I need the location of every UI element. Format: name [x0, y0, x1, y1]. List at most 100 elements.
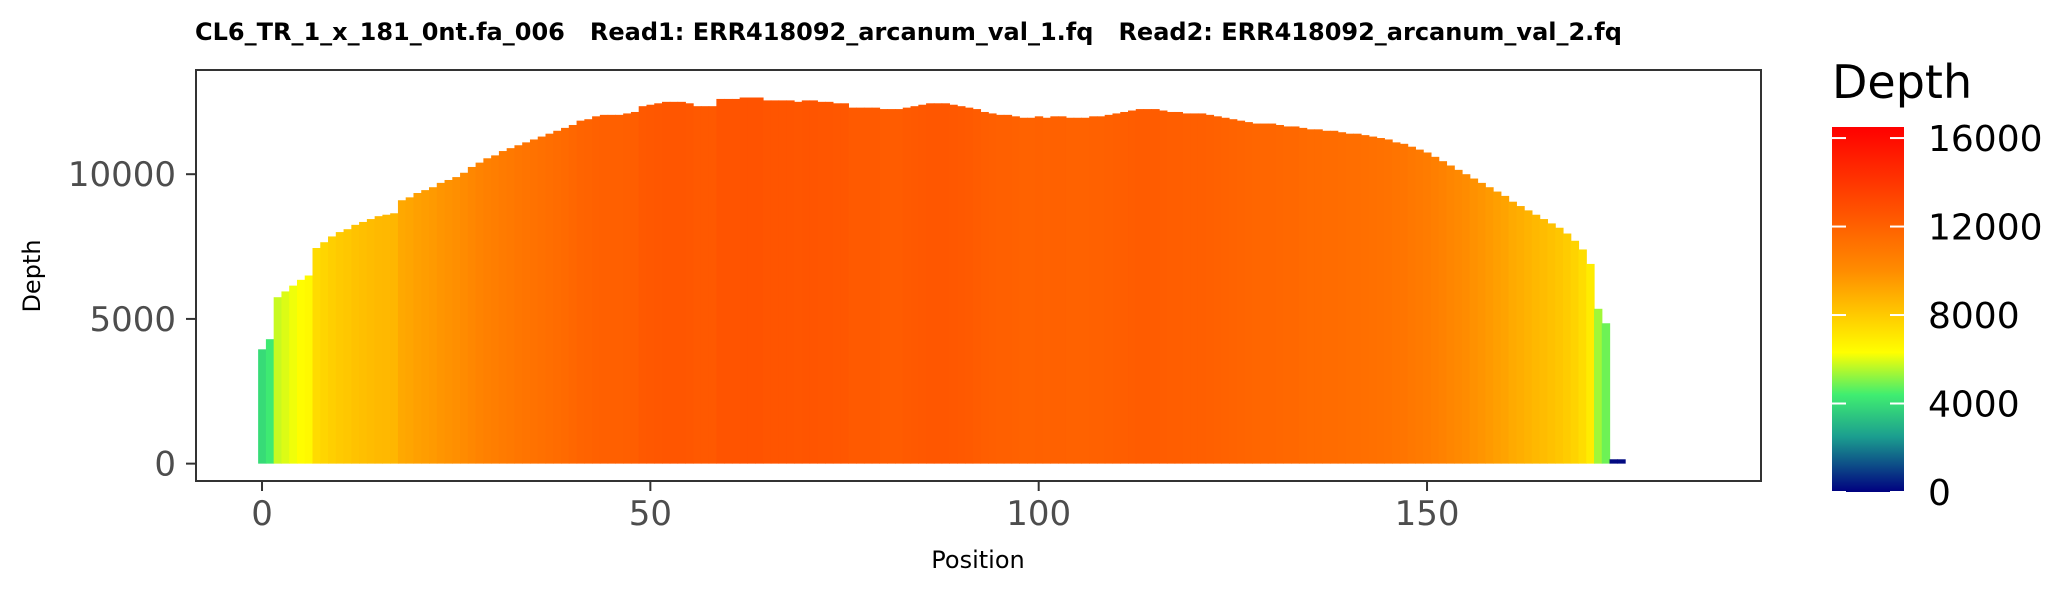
bar: [1570, 240, 1580, 464]
bar: [312, 248, 321, 464]
bar: [1050, 116, 1059, 464]
x-tick-label: 100: [1006, 494, 1071, 534]
y-tick-label: 5000: [89, 300, 176, 340]
bar: [949, 104, 958, 464]
bar: [1423, 152, 1432, 464]
bar: [1446, 165, 1455, 464]
bar: [545, 133, 554, 464]
legend-colorbar: [1832, 127, 1904, 492]
bars-layer: [258, 97, 1626, 464]
bar: [498, 151, 508, 464]
plot-panel-border: [195, 69, 1762, 482]
bar: [1469, 178, 1479, 464]
bar: [871, 107, 881, 464]
legend-title: Depth: [1832, 55, 1972, 109]
bar: [840, 103, 850, 464]
bar: [809, 100, 818, 464]
color-legend: Depth 0 4000 8000 12000 16000: [1832, 55, 2043, 514]
bar: [716, 98, 725, 464]
y-axis-title: Depth: [18, 239, 46, 312]
bar: [258, 349, 267, 464]
bar: [910, 106, 919, 464]
bar: [1594, 308, 1603, 464]
bar: [467, 166, 477, 464]
bar: [638, 106, 648, 464]
bar: [1236, 120, 1246, 464]
bar: [296, 279, 306, 464]
bar: [762, 100, 772, 464]
bar: [662, 101, 671, 464]
legend-tick-label: 4000: [1928, 385, 2020, 426]
bar: [895, 109, 904, 464]
bar: [1120, 111, 1129, 464]
bar: [289, 285, 298, 464]
bar: [328, 236, 337, 464]
bar: [964, 107, 974, 464]
legend-tick-label: 0: [1928, 473, 1951, 514]
bar: [1485, 187, 1494, 464]
bar: [1112, 113, 1121, 464]
bar: [1166, 111, 1176, 464]
bar: [926, 103, 935, 464]
bar: [1493, 191, 1502, 464]
bar: [1027, 117, 1036, 464]
bar: [491, 155, 500, 464]
bar: [529, 139, 539, 464]
bar: [1415, 149, 1424, 464]
bar: [1034, 116, 1044, 464]
bar: [933, 103, 943, 464]
bar: [1174, 111, 1183, 464]
y-axis: 0 5000 10000: [68, 155, 196, 485]
bar: [1042, 117, 1051, 464]
bar: [1531, 214, 1541, 464]
bar: [366, 219, 376, 464]
bar: [421, 190, 430, 464]
bar: [700, 106, 710, 464]
bar: [1609, 459, 1618, 464]
bar: [995, 114, 1005, 464]
bar: [1228, 119, 1238, 464]
bar: [351, 224, 360, 464]
bar: [452, 177, 461, 464]
bar: [1454, 169, 1463, 464]
bar: [1073, 117, 1083, 464]
bar: [1089, 116, 1098, 464]
x-axis-title: Position: [931, 546, 1024, 574]
bar: [1244, 122, 1253, 464]
bar: [794, 101, 803, 464]
bar: [1361, 135, 1370, 464]
bar: [1407, 146, 1416, 464]
bar: [1353, 133, 1362, 464]
bar: [731, 98, 741, 464]
bar: [1252, 123, 1261, 464]
bar: [576, 120, 585, 464]
legend-ticks: 0 4000 8000 12000 16000: [1832, 119, 2043, 514]
bar: [685, 103, 694, 464]
bar: [1011, 116, 1020, 464]
bar: [397, 200, 407, 464]
bar: [1368, 136, 1378, 464]
bar: [825, 101, 834, 464]
bar: [304, 275, 314, 464]
bar: [436, 182, 446, 464]
bar: [343, 229, 352, 464]
bar: [1516, 206, 1525, 464]
bar: [1306, 129, 1316, 464]
bar: [1221, 117, 1230, 464]
bar: [708, 106, 717, 464]
bar: [918, 104, 927, 464]
bar: [281, 291, 290, 464]
x-axis: 0 50 100 150: [251, 481, 1459, 534]
bar: [615, 114, 624, 464]
bar: [1314, 129, 1323, 464]
bar: [429, 187, 438, 464]
bar: [607, 114, 617, 464]
bar: [592, 116, 601, 464]
bar: [1376, 138, 1385, 464]
bar: [724, 98, 733, 464]
bar: [1384, 139, 1393, 464]
bar: [561, 127, 570, 464]
bar: [1555, 227, 1564, 464]
bar: [1190, 113, 1199, 464]
